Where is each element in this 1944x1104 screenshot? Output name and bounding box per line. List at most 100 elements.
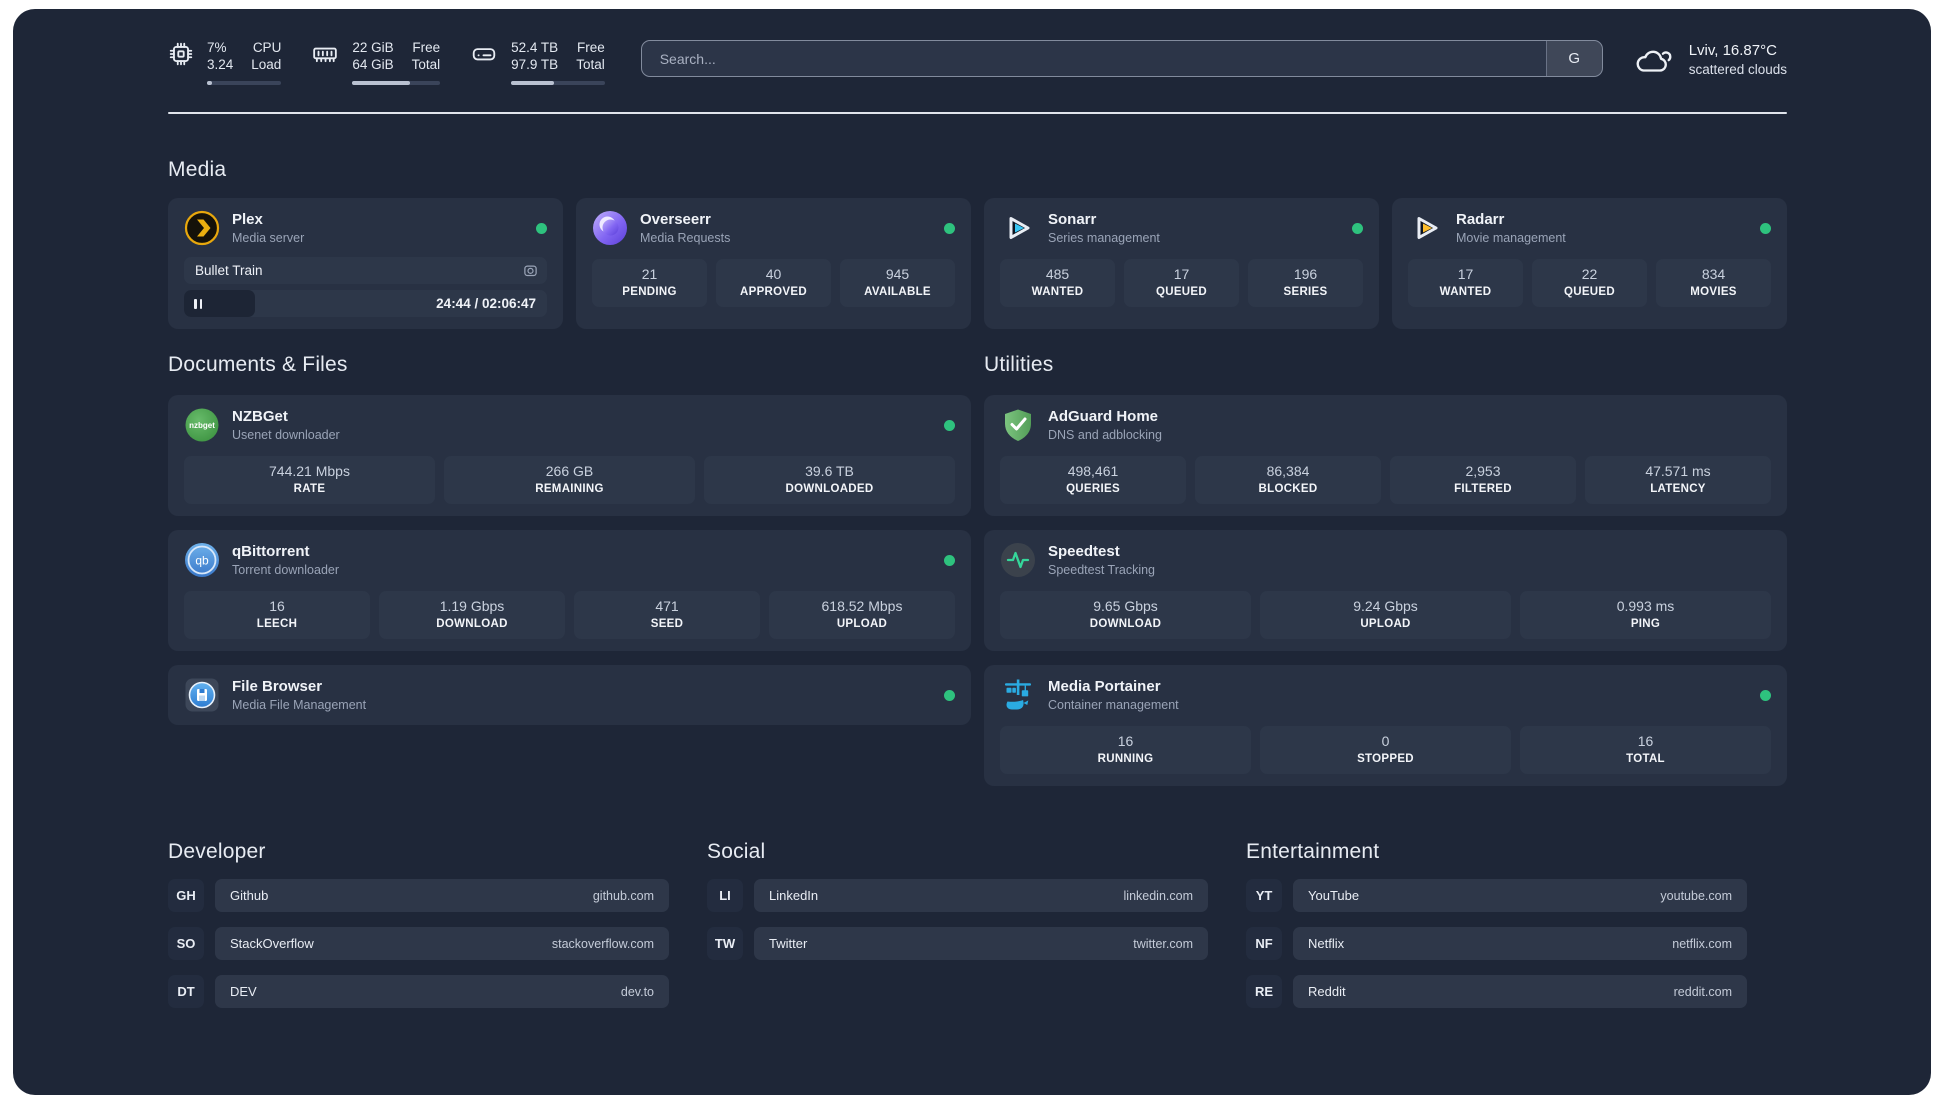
link-domain: twitter.com <box>1133 936 1193 951</box>
playback-elapsed-fill <box>184 290 255 317</box>
now-playing-bar: Bullet Train <box>184 257 547 284</box>
dashboard-content: 7% 3.24 CPU Load <box>13 9 1931 1095</box>
stat-tile: 17 WANTED <box>1408 259 1523 307</box>
dashboard-app: 7% 3.24 CPU Load <box>13 9 1931 1095</box>
weather-widget: Lviv, 16.87°C scattered clouds <box>1633 41 1787 79</box>
app-desc: DNS and adblocking <box>1048 428 1162 442</box>
app-desc: Media server <box>232 231 305 245</box>
link-domain: reddit.com <box>1673 984 1732 999</box>
stat-value: 485 <box>1045 266 1070 282</box>
cloud-icon <box>1636 50 1672 72</box>
stat-tile: 618.52 Mbps UPLOAD <box>769 591 955 639</box>
link-row-netflix[interactable]: NF Netflix netflix.com <box>1246 927 1747 960</box>
card-plex[interactable]: Plex Media server Bullet Train <box>168 198 563 329</box>
stat-tile: 86,384 BLOCKED <box>1195 456 1381 504</box>
app-desc: Media Requests <box>640 231 731 245</box>
playback-progress-bar[interactable]: 24:44 / 02:06:47 <box>184 290 547 317</box>
reddit-icon: RE <box>1246 975 1282 1008</box>
search-input[interactable] <box>641 41 1546 76</box>
app-desc: Media File Management <box>232 698 367 712</box>
stat-value: 834 <box>1701 266 1726 282</box>
links-section-entertainment: Entertainment YT YouTube youtube.com NF … <box>1246 840 1747 1023</box>
sonarr-icon <box>1000 210 1036 246</box>
qbittorrent-icon: qb <box>184 542 220 578</box>
app-name: NZBGet <box>232 408 288 425</box>
stat-label: FILTERED <box>1454 483 1512 495</box>
memory-free-value: 22 GiB <box>352 40 394 55</box>
stat-value: 16 <box>1117 733 1134 749</box>
utilities-section-title: Utilities <box>984 353 1054 376</box>
card-sonarr[interactable]: Sonarr Series management 485 WANTED 17 Q… <box>984 198 1379 329</box>
stat-tile: 945 AVAILABLE <box>840 259 955 307</box>
card-filebrowser[interactable]: File Browser Media File Management <box>168 665 971 725</box>
link-body: DEV dev.to <box>215 975 669 1008</box>
stat-label: UPLOAD <box>836 618 888 630</box>
cpu-widget: 7% 3.24 CPU Load <box>168 39 282 85</box>
svg-text:nzbget: nzbget <box>189 421 215 430</box>
cpu-progress-track <box>207 81 282 85</box>
developer-section-title: Developer <box>168 840 266 863</box>
twitter-icon: TW <box>707 927 743 960</box>
stat-label: TOTAL <box>1626 753 1665 765</box>
stat-tile: 196 SERIES <box>1248 259 1363 307</box>
stat-value: 744.21 Mbps <box>269 463 350 479</box>
hdd-icon <box>472 48 496 61</box>
card-portainer[interactable]: Media Portainer Container management 16 … <box>984 665 1787 786</box>
stat-tile: 9.24 Gbps UPLOAD <box>1260 591 1511 639</box>
stat-tile: 40 APPROVED <box>716 259 831 307</box>
app-desc: Speedtest Tracking <box>1048 563 1156 577</box>
stat-tile: 834 MOVIES <box>1656 259 1771 307</box>
stat-tile: 266 GB REMAINING <box>444 456 695 504</box>
stat-value: 9.24 Gbps <box>1353 598 1418 614</box>
stat-tile: 21 PENDING <box>592 259 707 307</box>
adguard-icon <box>1000 407 1036 443</box>
github-icon: GH <box>168 879 204 912</box>
link-name: Twitter <box>769 936 808 951</box>
disk-widget: 52.4 TB 97.9 TB Free Total <box>470 39 605 85</box>
link-row-twitter[interactable]: TW Twitter twitter.com <box>707 927 1208 960</box>
stat-tile: 498,461 QUERIES <box>1000 456 1186 504</box>
link-row-stackoverflow[interactable]: SO StackOverflow stackoverflow.com <box>168 927 669 960</box>
stat-value: 47.571 ms <box>1645 463 1711 479</box>
link-domain: youtube.com <box>1660 888 1732 903</box>
netflix-icon: NF <box>1246 927 1282 960</box>
pause-icon[interactable] <box>194 298 202 309</box>
search-bar: G <box>640 40 1603 77</box>
card-qbittorrent[interactable]: qb qBittorrent Torrent downloader 16 LEE… <box>168 530 971 651</box>
stat-tile: 16 RUNNING <box>1000 726 1251 774</box>
memory-progress-track <box>352 81 441 85</box>
link-row-github[interactable]: GH Github github.com <box>168 879 669 912</box>
cpu-label-bottom: Load <box>251 57 282 72</box>
search-engine-button[interactable]: G <box>1545 41 1602 76</box>
status-dot <box>536 222 547 234</box>
stat-value: 16 <box>269 598 285 614</box>
card-radarr[interactable]: Radarr Movie management 17 WANTED 22 QUE… <box>1392 198 1787 329</box>
link-body: Github github.com <box>215 879 669 912</box>
status-dot <box>944 554 955 566</box>
stat-label: SERIES <box>1283 286 1328 298</box>
status-dot <box>944 222 955 234</box>
link-domain: stackoverflow.com <box>551 936 654 951</box>
link-row-linkedin[interactable]: LI LinkedIn linkedin.com <box>707 879 1208 912</box>
stat-label: QUEUED <box>1563 286 1615 298</box>
stat-tile: 39.6 TB DOWNLOADED <box>704 456 955 504</box>
youtube-icon: YT <box>1246 879 1282 912</box>
card-adguard[interactable]: AdGuard Home DNS and adblocking 498,461 … <box>984 395 1787 516</box>
stat-value: 196 <box>1293 266 1318 282</box>
link-row-youtube[interactable]: YT YouTube youtube.com <box>1246 879 1747 912</box>
svg-text:qb: qb <box>195 554 209 568</box>
link-row-reddit[interactable]: RE Reddit reddit.com <box>1246 975 1747 1008</box>
stat-label: QUEUED <box>1155 286 1207 298</box>
stat-label: UPLOAD <box>1360 618 1411 630</box>
card-overseerr[interactable]: Overseerr Media Requests 21 PENDING 40 A… <box>576 198 971 329</box>
system-stats: 7% 3.24 CPU Load <box>168 39 605 85</box>
stat-value: 0 <box>1381 733 1390 749</box>
memory-icon <box>313 47 338 63</box>
plex-icon <box>184 210 220 246</box>
link-row-dev[interactable]: DT DEV dev.to <box>168 975 669 1008</box>
section-utilities: Utilities <box>984 353 1787 786</box>
stat-tile: 0 STOPPED <box>1260 726 1511 774</box>
card-nzbget[interactable]: nzbget NZBGet Usenet downloader 744.21 M… <box>168 395 971 516</box>
card-speedtest[interactable]: Speedtest Speedtest Tracking 9.65 Gbps D… <box>984 530 1787 651</box>
cpu-progress-fill <box>207 81 213 85</box>
